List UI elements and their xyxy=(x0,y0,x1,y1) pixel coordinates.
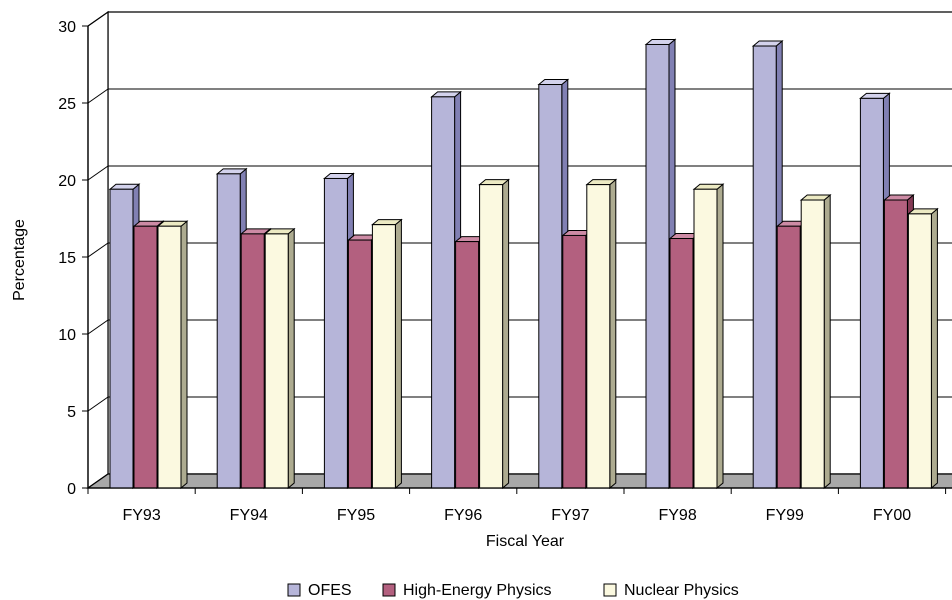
y-axis-ticks: 0 5 10 15 20 25 30 xyxy=(58,19,88,498)
gridline-diagonal xyxy=(87,165,109,181)
bar xyxy=(263,227,296,490)
bar-front xyxy=(645,43,670,489)
bar-top xyxy=(537,79,570,86)
gridline-diagonal xyxy=(87,396,109,412)
bar-top xyxy=(108,183,141,190)
bar-top xyxy=(751,40,784,47)
legend-label: Nuclear Physics xyxy=(624,582,739,599)
y-tick-label: 25 xyxy=(58,96,76,113)
bar-front xyxy=(347,239,372,489)
bar-top xyxy=(371,219,403,226)
y-tick-label: 0 xyxy=(67,481,76,498)
bar-front xyxy=(323,177,348,489)
bar-front xyxy=(371,224,396,489)
bar xyxy=(371,218,403,490)
x-tick-label: FY96 xyxy=(444,507,482,524)
y-tick-label: 20 xyxy=(58,173,76,190)
bar-front xyxy=(752,45,777,489)
bar-front xyxy=(907,213,932,489)
x-axis-ticks: FY93 FY94 FY95 FY96 FY97 FY98 FY99 FY00 xyxy=(87,488,947,524)
bar xyxy=(907,207,939,490)
legend-label: OFES xyxy=(308,582,352,599)
gridline-diagonal xyxy=(87,11,109,27)
bar-front xyxy=(776,225,801,489)
bar-top xyxy=(478,179,510,186)
bar-top xyxy=(156,220,189,227)
y-tick-label: 10 xyxy=(58,327,76,344)
bar-front xyxy=(538,84,563,489)
bar-top xyxy=(585,179,618,186)
legend: OFES High-Energy Physics Nuclear Physics xyxy=(287,582,739,599)
bar xyxy=(585,178,618,490)
bar-front xyxy=(693,188,718,489)
gridline-diagonal xyxy=(87,319,109,335)
bar-front xyxy=(240,233,265,489)
bar-front xyxy=(455,241,480,489)
bar xyxy=(692,183,725,490)
x-tick-label: FY95 xyxy=(337,507,375,524)
bar-side xyxy=(502,178,510,490)
x-axis-title: Fiscal Year xyxy=(486,533,565,550)
bar-top xyxy=(883,194,915,201)
bar-front xyxy=(157,225,182,489)
bar-front xyxy=(216,173,241,489)
x-tick-label: FY93 xyxy=(122,507,160,524)
bar-front xyxy=(109,188,134,489)
bar-top xyxy=(799,194,832,201)
x-tick-label: FY99 xyxy=(766,507,804,524)
x-tick-label: FY94 xyxy=(230,507,268,524)
legend-item: Nuclear Physics xyxy=(603,582,739,599)
bar-top xyxy=(323,172,355,179)
bar-front xyxy=(562,234,587,489)
y-axis-title: Percentage xyxy=(11,219,28,301)
bar-front xyxy=(431,96,456,489)
bar-top xyxy=(215,168,248,175)
bar-side xyxy=(823,193,831,490)
bars xyxy=(108,38,939,490)
bar-front xyxy=(264,233,289,489)
bar-side xyxy=(287,227,295,490)
y-tick-label: 15 xyxy=(58,250,76,267)
gridline-diagonal xyxy=(87,242,109,258)
bar-top xyxy=(263,228,296,235)
legend-label: High-Energy Physics xyxy=(403,582,552,599)
legend-swatch xyxy=(382,583,396,597)
bar-top xyxy=(692,183,725,190)
bar-front xyxy=(859,97,884,489)
bar-side xyxy=(609,178,617,490)
bar-front xyxy=(586,184,611,489)
gridline-diagonal xyxy=(87,88,109,104)
legend-item: OFES xyxy=(287,582,352,599)
bar-side xyxy=(180,220,188,490)
bar-side xyxy=(716,183,724,490)
bar-top xyxy=(907,208,939,215)
bar-top xyxy=(859,92,891,99)
legend-swatch xyxy=(287,583,301,597)
y-tick-label: 5 xyxy=(67,404,76,421)
legend-swatch xyxy=(603,583,617,597)
bar-side xyxy=(394,218,402,490)
bar xyxy=(799,193,832,490)
bar-top xyxy=(644,38,677,45)
bar-side xyxy=(930,207,938,490)
x-tick-label: FY00 xyxy=(873,507,911,524)
bar xyxy=(156,220,189,490)
bar-top xyxy=(430,91,462,98)
y-tick-label: 30 xyxy=(58,19,76,36)
bar-front xyxy=(669,238,694,489)
bar-front xyxy=(479,184,504,489)
bar xyxy=(478,178,510,490)
bar-front xyxy=(800,199,825,489)
legend-item: High-Energy Physics xyxy=(382,582,552,599)
x-tick-label: FY97 xyxy=(551,507,589,524)
x-tick-label: FY98 xyxy=(658,507,696,524)
bar-front xyxy=(133,225,158,489)
bar-front xyxy=(883,199,908,489)
